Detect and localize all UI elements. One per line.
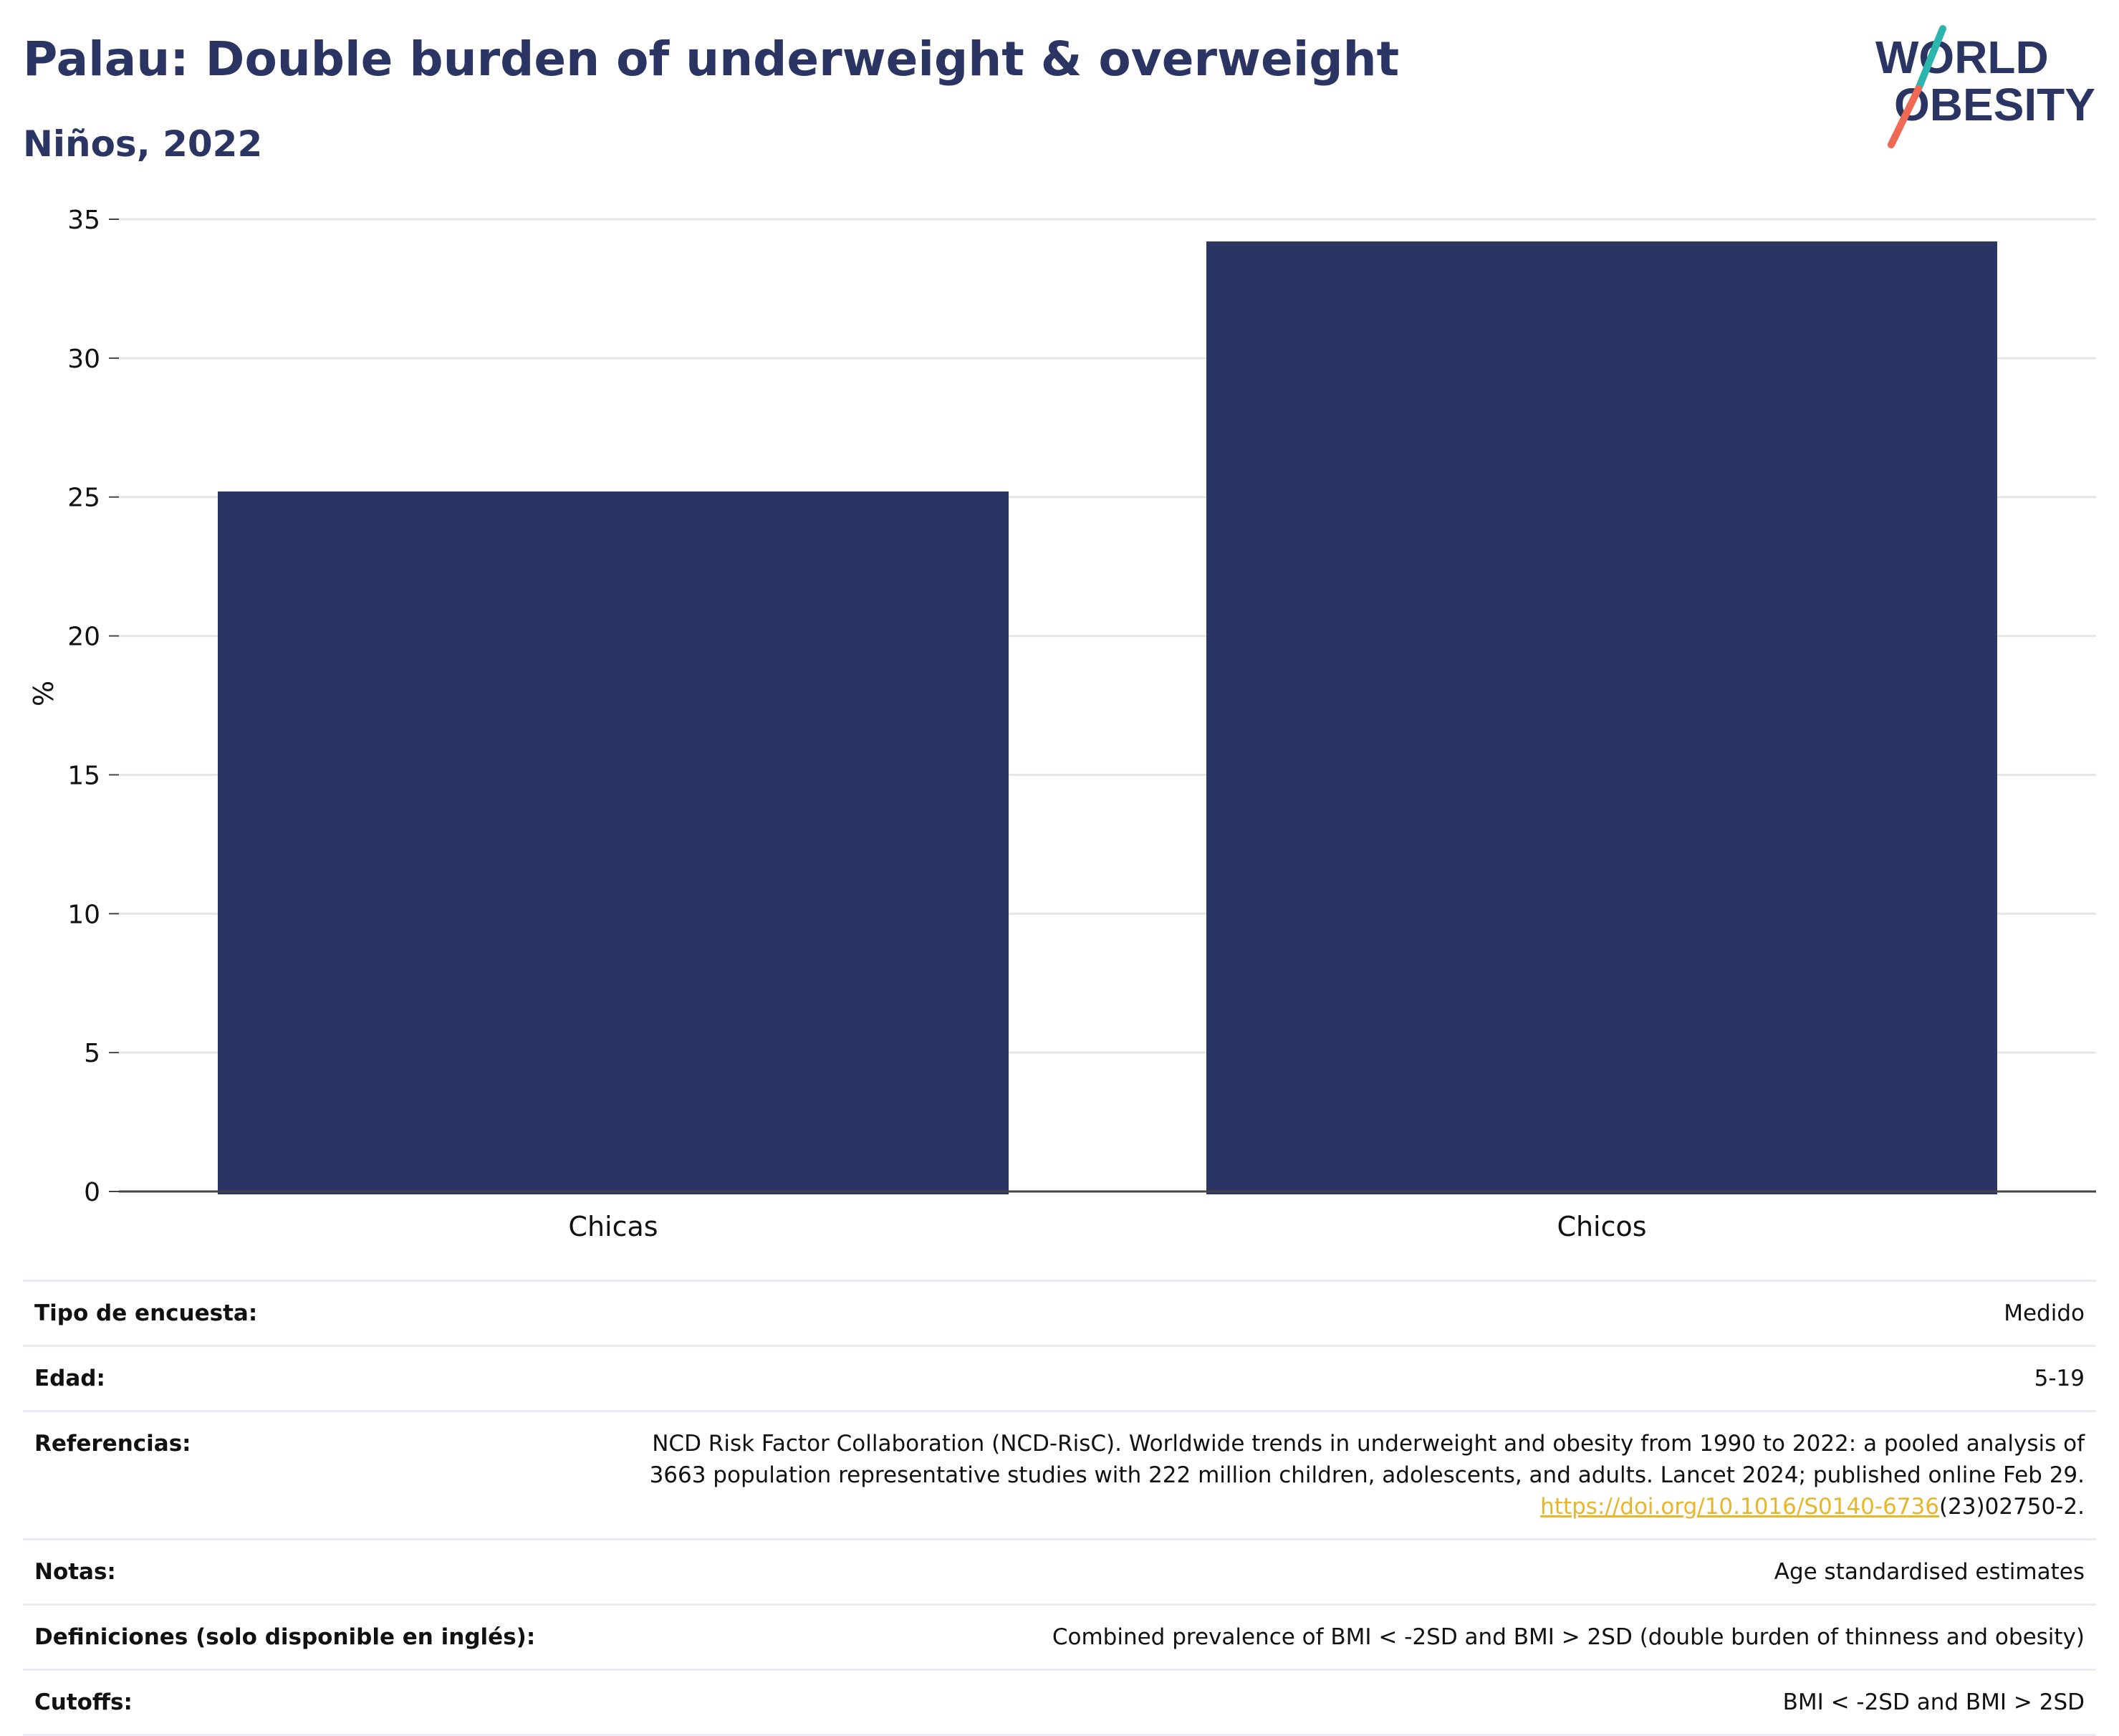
info-value: Medido bbox=[2004, 1300, 2085, 1326]
y-tick-label: 25 bbox=[67, 484, 100, 513]
info-label: Cutoffs: bbox=[34, 1689, 133, 1715]
info-label: Definiciones (solo disponible en inglés)… bbox=[34, 1624, 536, 1650]
info-value: BMI < -2SD and BMI > 2SD bbox=[1782, 1689, 2085, 1715]
info-label: Edad: bbox=[34, 1366, 105, 1391]
logo-line-obesity: OBESITY bbox=[1894, 79, 2095, 130]
info-row-cutoffs: Cutoffs: BMI < -2SD and BMI > 2SD bbox=[23, 1669, 2096, 1735]
info-value: Combined prevalence of BMI < -2SD and BM… bbox=[1052, 1624, 2085, 1650]
y-tick-label: 10 bbox=[67, 900, 100, 929]
logo-slash-bottom bbox=[1888, 85, 1922, 148]
info-label: Tipo de encuesta: bbox=[34, 1300, 258, 1326]
info-row-references: Referencias: NCD Risk Factor Collaborati… bbox=[23, 1411, 2096, 1540]
reference-line-2: 3663 population representative studies w… bbox=[649, 1462, 2085, 1488]
y-tick-label: 35 bbox=[67, 206, 100, 235]
bar-chicas bbox=[218, 491, 1009, 1194]
info-row-age: Edad: 5-19 bbox=[23, 1346, 2096, 1411]
world-obesity-logo: WORLD OBESITY bbox=[1875, 25, 2095, 148]
y-tick-label: 30 bbox=[67, 345, 100, 374]
chart-subtitle: Niños, 2022 bbox=[23, 123, 263, 165]
chart-title: Palau: Double burden of underweight & ov… bbox=[23, 32, 1400, 87]
x-tick-label: Chicas bbox=[568, 1211, 658, 1242]
reference-line-3: https://doi.org/10.1016/S0140-6736(23)02… bbox=[582, 1491, 2085, 1522]
info-row-survey-type: Tipo de encuesta: Medido bbox=[23, 1280, 2096, 1346]
axes: 0 5 10 15 20 25 30 35 Chicas Chicos bbox=[67, 206, 2096, 1242]
y-axis-label: % bbox=[28, 681, 59, 706]
info-row-notes: Notas: Age standardised estimates bbox=[23, 1539, 2096, 1605]
y-tick-label: 5 bbox=[84, 1039, 100, 1068]
doi-suffix: (23)02750-2. bbox=[1938, 1494, 2085, 1520]
info-value: NCD Risk Factor Collaboration (NCD-RisC)… bbox=[571, 1411, 2096, 1540]
info-value: 5-19 bbox=[2034, 1366, 2085, 1391]
logo-slash-top bbox=[1915, 25, 1946, 92]
doi-link[interactable]: https://doi.org/10.1016/S0140-6736 bbox=[1540, 1494, 1939, 1520]
y-tick-label: 15 bbox=[67, 761, 100, 790]
logo-line-world: WORLD bbox=[1875, 32, 2049, 83]
reference-line-1: NCD Risk Factor Collaboration (NCD-RisC)… bbox=[652, 1431, 2085, 1457]
info-label: Notas: bbox=[34, 1559, 116, 1585]
info-value: Age standardised estimates bbox=[1774, 1559, 2085, 1585]
info-table: Tipo de encuesta: Medido Edad: 5-19 Refe… bbox=[23, 1280, 2096, 1736]
y-tick-label: 20 bbox=[67, 623, 100, 652]
y-tick-label: 0 bbox=[84, 1178, 100, 1207]
bar-chart: 0 5 10 15 20 25 30 35 Chicas Chicos % bbox=[28, 206, 2096, 1242]
info-row-definitions: Definiciones (solo disponible en inglés)… bbox=[23, 1604, 2096, 1670]
bar-chicos bbox=[1206, 241, 1997, 1195]
x-tick-label: Chicos bbox=[1557, 1211, 1646, 1242]
info-label: Referencias: bbox=[34, 1431, 191, 1457]
bars bbox=[218, 241, 1997, 1195]
